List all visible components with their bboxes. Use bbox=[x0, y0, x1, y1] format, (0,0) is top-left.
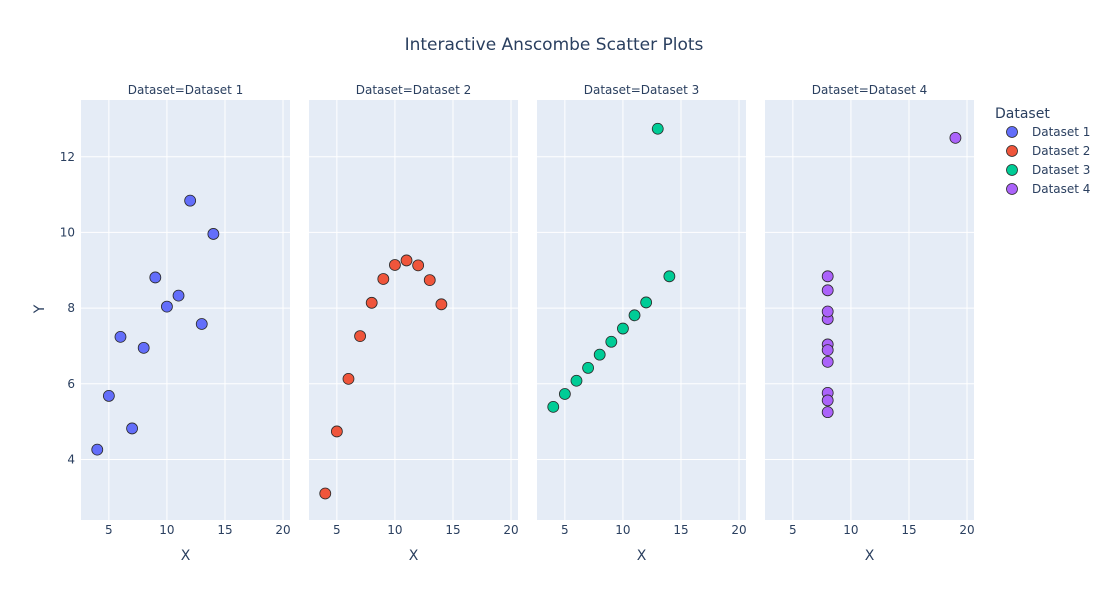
facet-panel-4: 5 10 15 20 Dataset=Dataset 4 X bbox=[765, 83, 975, 564]
legend-label: Dataset 2 bbox=[1032, 144, 1090, 158]
legend-item-2[interactable]: Dataset 2 bbox=[1006, 144, 1091, 158]
x-tick-label: 5 bbox=[333, 523, 341, 537]
data-point[interactable] bbox=[149, 271, 162, 284]
data-point[interactable] bbox=[617, 322, 629, 335]
data-point[interactable] bbox=[593, 348, 606, 361]
x-tick-label: 10 bbox=[615, 523, 630, 537]
data-point[interactable] bbox=[91, 443, 104, 456]
facet-title: Dataset=Dataset 3 bbox=[584, 83, 700, 97]
x-axis-label: X bbox=[409, 548, 419, 564]
plot-background bbox=[765, 100, 974, 520]
facet-panel-1: 5 10 15 20 4 6 8 10 12 Dataset=Dataset 1 X bbox=[60, 83, 291, 564]
legend-label: Dataset 1 bbox=[1032, 125, 1090, 139]
data-point[interactable] bbox=[570, 374, 583, 387]
legend-item-1[interactable]: Dataset 1 bbox=[1006, 125, 1091, 139]
data-point[interactable] bbox=[821, 284, 834, 297]
x-axis-label: X bbox=[637, 548, 647, 564]
data-point[interactable] bbox=[319, 487, 332, 500]
data-point[interactable] bbox=[821, 394, 834, 407]
legend-marker bbox=[1006, 145, 1018, 157]
data-point[interactable] bbox=[354, 330, 366, 343]
x-tick-label: 20 bbox=[731, 523, 746, 537]
data-point[interactable] bbox=[821, 344, 834, 357]
y-tick-label: 10 bbox=[60, 225, 75, 239]
data-point[interactable] bbox=[172, 289, 185, 302]
y-tick-label: 6 bbox=[67, 377, 75, 391]
plot-background bbox=[537, 100, 746, 520]
data-point[interactable] bbox=[821, 305, 834, 318]
x-tick-label: 5 bbox=[561, 523, 569, 537]
legend-label: Dataset 3 bbox=[1032, 163, 1090, 177]
data-point[interactable] bbox=[821, 270, 834, 283]
data-point[interactable] bbox=[663, 270, 676, 283]
data-point[interactable] bbox=[949, 131, 962, 144]
legend-marker bbox=[1006, 164, 1018, 176]
data-point[interactable] bbox=[195, 318, 208, 330]
data-point[interactable] bbox=[377, 273, 390, 285]
data-point[interactable] bbox=[558, 388, 571, 400]
data-point[interactable] bbox=[547, 400, 560, 413]
data-point[interactable] bbox=[640, 296, 653, 309]
x-tick-label: 15 bbox=[217, 523, 232, 537]
legend-item-4[interactable]: Dataset 4 bbox=[1006, 182, 1091, 196]
facet-panels: 5 10 15 20 4 6 8 10 12 Dataset=Dataset 1 X 5 10 15 20 D… bbox=[60, 83, 975, 564]
y-axis-label: Y bbox=[32, 304, 48, 314]
data-point[interactable] bbox=[435, 298, 448, 311]
x-axis-label: X bbox=[865, 548, 875, 564]
chart-title: Interactive Anscombe Scatter Plots bbox=[405, 35, 704, 55]
data-point[interactable] bbox=[365, 296, 378, 309]
plot-background bbox=[309, 100, 518, 520]
data-point[interactable] bbox=[389, 259, 401, 271]
data-point[interactable] bbox=[651, 122, 664, 135]
data-point[interactable] bbox=[821, 406, 834, 419]
data-point[interactable] bbox=[342, 372, 355, 385]
x-tick-label: 20 bbox=[503, 523, 518, 537]
x-tick-label: 20 bbox=[959, 523, 974, 537]
legend-label: Dataset 4 bbox=[1032, 182, 1090, 196]
legend: Dataset Dataset 1 Dataset 2 Dataset 3 Datas… bbox=[995, 106, 1090, 196]
data-point[interactable] bbox=[400, 254, 413, 267]
data-point[interactable] bbox=[137, 341, 150, 354]
legend-marker bbox=[1006, 183, 1018, 195]
data-point[interactable] bbox=[161, 300, 173, 313]
x-tick-label: 15 bbox=[901, 523, 916, 537]
plot-background bbox=[81, 100, 290, 520]
data-point[interactable] bbox=[412, 259, 425, 272]
data-point[interactable] bbox=[330, 425, 343, 438]
x-tick-label: 20 bbox=[275, 523, 290, 537]
data-point[interactable] bbox=[821, 355, 834, 368]
y-tick-label: 4 bbox=[67, 452, 75, 466]
facet-panel-2: 5 10 15 20 Dataset=Dataset 2 X bbox=[309, 83, 519, 564]
legend-marker bbox=[1006, 126, 1018, 138]
x-tick-label: 5 bbox=[105, 523, 113, 537]
facet-panel-3: 5 10 15 20 Dataset=Dataset 3 X bbox=[537, 83, 747, 564]
data-point[interactable] bbox=[423, 274, 436, 287]
x-tick-label: 5 bbox=[789, 523, 797, 537]
data-point[interactable] bbox=[628, 309, 641, 322]
data-point[interactable] bbox=[605, 335, 618, 348]
legend-item-3[interactable]: Dataset 3 bbox=[1006, 163, 1091, 177]
x-tick-label: 15 bbox=[445, 523, 460, 537]
x-tick-label: 15 bbox=[673, 523, 688, 537]
data-point[interactable] bbox=[207, 228, 220, 240]
x-tick-label: 10 bbox=[159, 523, 174, 537]
data-point[interactable] bbox=[582, 361, 594, 374]
legend-title: Dataset bbox=[995, 106, 1050, 122]
x-tick-label: 10 bbox=[387, 523, 402, 537]
y-tick-label: 12 bbox=[60, 150, 75, 164]
x-tick-label: 10 bbox=[843, 523, 858, 537]
y-tick-label: 8 bbox=[67, 301, 75, 315]
facet-title: Dataset=Dataset 4 bbox=[812, 83, 928, 97]
data-point[interactable] bbox=[126, 422, 138, 435]
data-point[interactable] bbox=[184, 194, 197, 207]
facet-title: Dataset=Dataset 1 bbox=[128, 83, 244, 97]
x-axis-label: X bbox=[181, 548, 191, 564]
facet-title: Dataset=Dataset 2 bbox=[356, 83, 472, 97]
data-point[interactable] bbox=[114, 330, 127, 343]
data-point[interactable] bbox=[102, 389, 115, 402]
